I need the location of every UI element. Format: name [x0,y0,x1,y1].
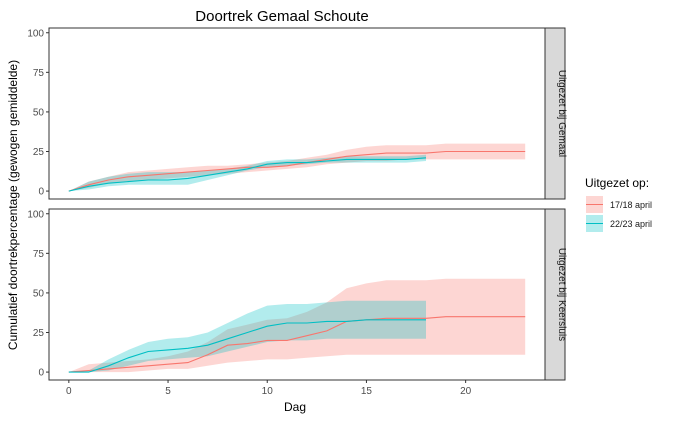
facet-strip-label: Uitgezet bij Gemaal [556,70,567,157]
y-tick-label: 75 [33,249,45,260]
legend-title: Uitgezet op: [585,176,649,190]
y-tick-label: 25 [33,147,45,158]
y-tick-label: 50 [33,107,45,118]
x-axis-label: Dag [284,400,306,414]
ribbon-series-1 [68,143,526,192]
y-tick-label: 0 [38,368,44,379]
line-series-2 [68,319,426,373]
line-series-1 [68,316,526,373]
legend: Uitgezet op: 17/18 april 22/23 april [585,176,652,232]
panel-data [68,143,526,192]
panel-1: 0 25 50 75 100 Uitgezet bij Gemaal [27,27,567,200]
y-tick-label: 75 [33,68,45,79]
panel-data [68,278,526,373]
x-tick-label: 20 [460,386,472,397]
x-axis: 0 5 10 15 20 [66,380,472,397]
legend-label: 17/18 april [610,200,652,210]
x-tick-label: 5 [165,386,171,397]
facet-strip [544,208,566,381]
y-tick-label: 100 [27,28,44,39]
facet-strip [544,27,566,200]
x-tick-label: 10 [262,386,274,397]
x-tick-label: 0 [66,386,72,397]
y-tick-label: 0 [38,187,44,198]
ribbon-series-1 [68,278,526,373]
y-axis-label: Cumulatief doortrekpercentage (gewogen g… [6,60,20,350]
legend-label: 22/23 april [610,219,652,229]
line-series-2 [68,157,427,192]
chart-title: Doortrek Gemaal Schoute [195,8,368,25]
panel-2: 0 25 50 75 100 Uitgezet bij Keersluis [27,208,567,381]
ribbon-series-2 [68,154,427,192]
panel-background [49,209,545,380]
y-tick-label: 100 [27,209,44,220]
x-tick-label: 15 [361,386,373,397]
y-tick-label: 50 [33,288,45,299]
ribbon-series-2 [68,300,427,373]
legend-entry-1: 17/18 april [586,196,652,213]
line-series-1 [68,150,526,192]
y-tick-label: 25 [33,328,45,339]
panel-background [49,28,545,199]
facet-strip-label: Uitgezet bij Keersluis [556,248,567,341]
legend-entry-2: 22/23 april [586,215,652,232]
